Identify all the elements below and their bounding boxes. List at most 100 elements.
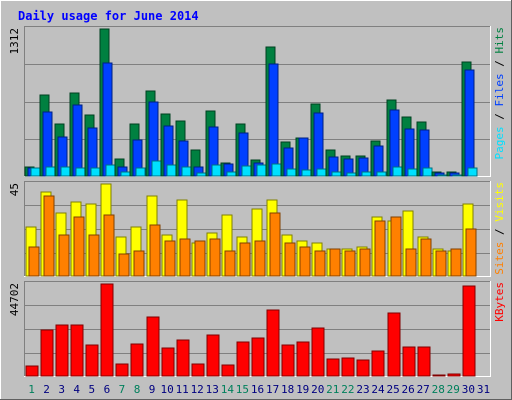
top-bar-files-day-2 <box>42 111 53 177</box>
x-tick-label-day-23: 23 <box>356 383 369 396</box>
bottom-bar-kbytes-day-29 <box>447 373 461 377</box>
x-tick-label-day-19: 19 <box>296 383 309 396</box>
middle-bar-sites-day-26 <box>405 248 417 277</box>
x-tick-label-day-5: 5 <box>88 383 95 396</box>
top-bar-pages-day-13 <box>211 164 222 177</box>
x-tick-label-day-21: 21 <box>326 383 339 396</box>
top-bar-pages-day-15 <box>241 165 252 177</box>
x-tick-label-day-24: 24 <box>371 383 385 396</box>
middle-bar-sites-day-10 <box>164 240 176 277</box>
x-tick-label-day-30: 30 <box>462 383 475 396</box>
middle-bar-sites-day-28 <box>435 250 447 277</box>
middle-legend-separator: / <box>493 222 506 242</box>
top-bar-pages-day-6 <box>105 164 116 177</box>
bottom-bar-kbytes-day-5 <box>85 344 99 377</box>
bottom-bar-kbytes-day-26 <box>402 346 416 377</box>
middle-bar-sites-day-5 <box>88 234 100 277</box>
middle-bar-sites-day-20 <box>314 250 326 277</box>
top-bar-files-day-17 <box>268 63 279 177</box>
x-tick-label-day-18: 18 <box>281 383 294 396</box>
x-tick-label-day-2: 2 <box>43 383 50 396</box>
top-legend-hits: Hits <box>493 27 506 54</box>
x-tick-label-day-15: 15 <box>236 383 249 396</box>
middle-bar-sites-day-23 <box>359 248 371 277</box>
top-bar-pages-day-11 <box>181 166 192 177</box>
bottom-bar-kbytes-day-27 <box>417 346 431 377</box>
bottom-bar-kbytes-day-2 <box>40 329 54 377</box>
middle-bar-sites-day-18 <box>284 242 296 277</box>
x-tick-label-day-13: 13 <box>206 383 219 396</box>
middle-bar-sites-day-22 <box>344 250 356 277</box>
bottom-bar-kbytes-day-6 <box>100 283 114 377</box>
middle-bar-sites-day-27 <box>420 238 432 277</box>
bottom-bar-kbytes-day-22 <box>341 357 355 377</box>
top-bar-pages-day-17 <box>271 163 282 177</box>
x-tick-label-day-12: 12 <box>191 383 204 396</box>
top-bar-pages-day-10 <box>166 164 177 177</box>
bottom-bar-kbytes-day-17 <box>266 309 280 377</box>
top-bar-pages-day-2 <box>45 166 56 177</box>
top-bar-pages-day-22 <box>346 172 357 177</box>
x-tick-label-day-31: 31 <box>477 383 490 396</box>
bottom-bar-kbytes-day-7 <box>115 363 129 377</box>
top-legend-separator: / <box>493 107 506 127</box>
middle-bar-sites-day-24 <box>374 220 386 277</box>
top-bar-files-day-6 <box>102 62 113 177</box>
top-bar-pages-day-26 <box>407 168 418 177</box>
top-bar-pages-day-4 <box>75 167 86 177</box>
bottom-bar-kbytes-day-12 <box>191 363 205 377</box>
bottom-bar-kbytes-day-9 <box>146 316 160 377</box>
bottom-bar-kbytes-day-23 <box>356 359 370 377</box>
bottom-bar-kbytes-day-11 <box>176 339 190 377</box>
middle-legend-sites: Sites <box>493 242 506 275</box>
bottom-bar-kbytes-day-28 <box>432 374 446 377</box>
x-tick-label-day-9: 9 <box>149 383 156 396</box>
x-tick-label-day-1: 1 <box>28 383 35 396</box>
bottom-bar-kbytes-day-16 <box>251 337 265 377</box>
x-tick-label-day-14: 14 <box>221 383 235 396</box>
top-bar-pages-day-20 <box>316 168 327 177</box>
bottom-bar-kbytes-day-21 <box>326 358 340 377</box>
middle-axis-max-label: 45 <box>8 183 21 196</box>
bottom-bar-kbytes-day-8 <box>130 343 144 377</box>
top-bar-pages-day-23 <box>361 171 372 177</box>
bottom-bar-kbytes-day-19 <box>296 341 310 377</box>
middle-bar-sites-day-25 <box>390 216 402 277</box>
x-tick-label-day-4: 4 <box>73 383 80 396</box>
bottom-bar-kbytes-day-3 <box>55 324 69 377</box>
top-bar-files-day-20 <box>313 112 324 177</box>
top-bar-pages-day-29 <box>452 174 463 177</box>
x-tick-label-day-8: 8 <box>134 383 141 396</box>
bottom-bar-kbytes-day-13 <box>206 334 220 377</box>
middle-bar-sites-day-1 <box>28 246 40 277</box>
middle-legend-visits: Visits <box>493 182 506 222</box>
top-bar-pages-day-25 <box>392 166 403 177</box>
x-tick-label-day-22: 22 <box>341 383 354 396</box>
top-bar-pages-day-30 <box>467 167 478 177</box>
bottom-bar-kbytes-day-25 <box>387 312 401 377</box>
middle-legend: Sites / Visits <box>493 182 506 275</box>
bottom-bar-kbytes-day-24 <box>371 350 385 377</box>
x-tick-label-day-26: 26 <box>401 383 414 396</box>
top-bar-files-day-4 <box>72 104 83 177</box>
top-bar-pages-day-8 <box>135 167 146 177</box>
bottom-bar-kbytes-day-1 <box>25 365 39 377</box>
x-tick-label-day-3: 3 <box>58 383 65 396</box>
top-bar-pages-day-14 <box>226 171 237 177</box>
middle-bar-sites-day-4 <box>73 216 85 277</box>
top-bar-pages-day-28 <box>437 174 448 177</box>
top-bar-pages-day-21 <box>331 171 342 177</box>
middle-bar-sites-day-14 <box>224 250 236 277</box>
middle-bar-sites-day-2 <box>43 195 55 277</box>
top-bar-files-day-25 <box>389 109 400 177</box>
chart-title: Daily usage for June 2014 <box>18 9 199 23</box>
middle-bar-sites-day-21 <box>329 248 341 277</box>
top-bar-pages-day-18 <box>286 168 297 177</box>
middle-bar-sites-day-30 <box>465 228 477 277</box>
middle-bar-sites-day-6 <box>103 214 115 277</box>
top-axis-max-label: 1312 <box>8 28 21 55</box>
middle-bar-sites-day-12 <box>194 240 206 277</box>
top-legend-pages: Pages <box>493 126 506 159</box>
middle-bar-sites-day-16 <box>254 240 266 277</box>
bottom-bar-kbytes-day-10 <box>161 347 175 377</box>
